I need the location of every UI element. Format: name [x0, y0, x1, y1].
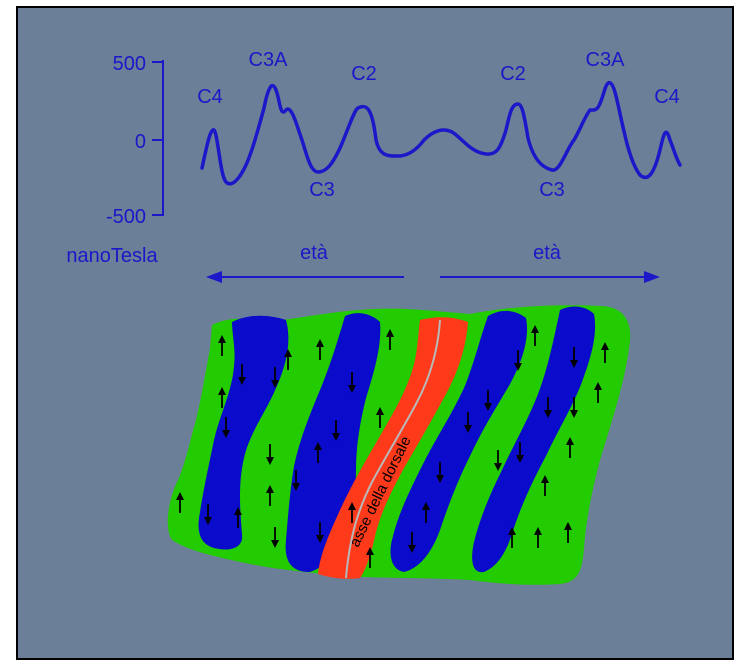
up-arrow-icon [566, 437, 574, 458]
seafloor-stripes: asse della dorsale [167, 305, 631, 585]
stripe-reversed-2 [285, 313, 381, 572]
down-arrow-icon [516, 442, 524, 463]
down-arrow-icon [464, 412, 472, 433]
down-arrow-icon [570, 347, 578, 368]
unit-label: nanoTesla [66, 245, 158, 267]
down-arrow-icon [484, 390, 492, 411]
up-arrow-icon [176, 492, 184, 513]
down-arrow-icon [436, 462, 444, 483]
y-tick-label-500: 500 [113, 53, 146, 75]
age-arrows: età età [206, 242, 660, 283]
left-arrowhead-icon [206, 271, 222, 283]
anomaly-label-right-c4: C4 [654, 86, 680, 108]
down-arrow-icon [544, 397, 552, 418]
down-arrow-icon [494, 450, 502, 471]
up-arrow-icon [594, 382, 602, 403]
down-arrow-icon [238, 364, 246, 385]
down-arrow-icon [408, 532, 416, 553]
stripe-reversed-1 [198, 315, 289, 550]
down-arrow-icon [514, 350, 522, 371]
anomaly-label-left-c4: C4 [197, 86, 223, 108]
down-arrow-icon [570, 397, 578, 418]
anomaly-label-left-c2: C2 [351, 63, 377, 85]
right-arrowhead-icon [644, 271, 660, 283]
stripe-reversed-4 [472, 306, 596, 573]
ridge-axis-band [318, 317, 468, 579]
up-arrow-icon [218, 387, 226, 408]
magnetic-profile: 500 0 -500 nanoTesla C4 C3A C2 C3 C2 C3A… [66, 49, 682, 267]
up-arrow-icon [284, 349, 292, 370]
y-tick-label-minus-500: -500 [106, 206, 146, 228]
up-arrow-icon [316, 339, 324, 360]
down-arrow-icon [292, 470, 300, 491]
down-arrow-icon [271, 527, 279, 548]
down-arrow-icon [204, 504, 212, 525]
age-label-left: età [300, 242, 329, 264]
magnetization-arrows [176, 325, 609, 568]
up-arrow-icon [564, 522, 572, 543]
up-arrow-icon [218, 335, 226, 356]
up-arrow-icon [601, 342, 609, 363]
down-arrow-icon [348, 372, 356, 393]
anomaly-label-right-c2: C2 [500, 63, 526, 85]
down-arrow-icon [222, 417, 230, 438]
down-arrow-icon [266, 444, 274, 465]
anomaly-label-left-c3: C3 [309, 179, 335, 201]
anomaly-label-left-c3a: C3A [249, 49, 289, 71]
down-arrow-icon [332, 420, 340, 441]
up-arrow-icon [366, 547, 374, 568]
up-arrow-icon [386, 329, 394, 350]
anomaly-label-right-c3: C3 [539, 179, 565, 201]
anomaly-curve [200, 81, 682, 186]
up-arrow-icon [314, 442, 322, 463]
up-arrow-icon [234, 507, 242, 528]
up-arrow-icon [541, 475, 549, 496]
up-arrow-icon [534, 527, 542, 548]
down-arrow-icon [316, 522, 324, 543]
up-arrow-icon [422, 502, 430, 523]
up-arrow-icon [266, 485, 274, 506]
anomaly-label-right-c3a: C3A [586, 49, 626, 71]
down-arrow-icon [271, 367, 279, 388]
up-arrow-icon [508, 527, 516, 548]
ridge-axis-line [345, 319, 441, 579]
up-arrow-icon [531, 325, 539, 346]
up-arrow-icon [348, 502, 356, 523]
age-label-right: età [533, 242, 562, 264]
y-tick-label-0: 0 [135, 131, 146, 153]
up-arrow-icon [376, 407, 384, 428]
